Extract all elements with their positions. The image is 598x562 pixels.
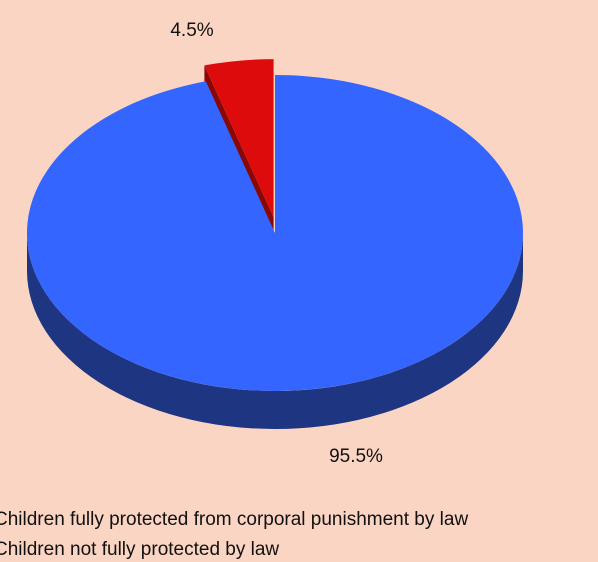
slice-1-top bbox=[26, 75, 523, 391]
slice-0-top bbox=[204, 59, 274, 218]
legend-entry-not-protected: Children not fully protected by law bbox=[0, 539, 279, 560]
slice-1-side-wall bbox=[27, 233, 523, 429]
slice-label-small: 4.5% bbox=[170, 20, 213, 41]
slice-label-large: 95.5% bbox=[329, 446, 383, 467]
legend-entry-protected: Children fully protected from corporal p… bbox=[0, 509, 468, 530]
slices-layer bbox=[26, 59, 523, 429]
